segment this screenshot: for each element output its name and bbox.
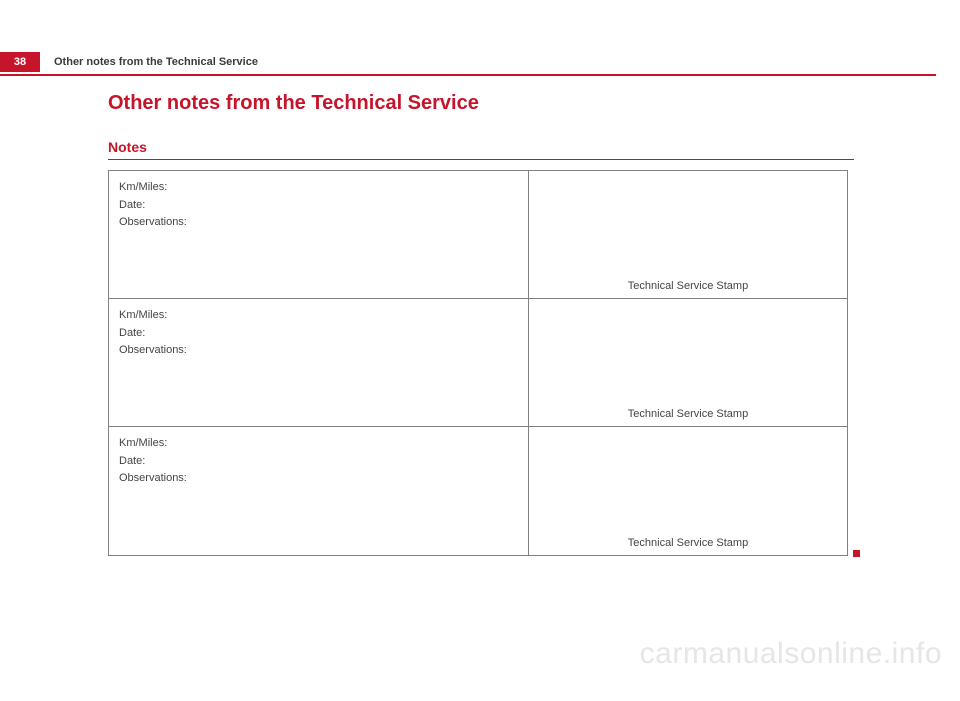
notes-table-wrapper: Km/Miles: Date: Observations: Technical …	[108, 170, 850, 556]
end-of-section-marker	[853, 550, 860, 557]
page-title: Other notes from the Technical Service	[108, 92, 850, 115]
km-miles-label: Km/Miles:	[119, 307, 518, 325]
watermark-text: carmanualsonline.info	[640, 637, 942, 671]
date-label: Date:	[119, 453, 518, 471]
page: 38 Other notes from the Technical Servic…	[0, 0, 960, 701]
header-rule	[0, 74, 936, 76]
stamp-label: Technical Service Stamp	[529, 280, 847, 292]
note-row: Km/Miles: Date: Observations: Technical …	[109, 171, 847, 299]
date-label: Date:	[119, 325, 518, 343]
observations-label: Observations:	[119, 342, 518, 360]
stamp-cell: Technical Service Stamp	[529, 427, 847, 555]
page-header: 38 Other notes from the Technical Servic…	[0, 52, 960, 72]
note-row: Km/Miles: Date: Observations: Technical …	[109, 299, 847, 427]
note-fields-cell: Km/Miles: Date: Observations:	[109, 299, 529, 426]
note-fields-cell: Km/Miles: Date: Observations:	[109, 427, 529, 555]
section-rule	[108, 159, 854, 160]
observations-label: Observations:	[119, 214, 518, 232]
km-miles-label: Km/Miles:	[119, 435, 518, 453]
running-title: Other notes from the Technical Service	[54, 56, 258, 68]
stamp-cell: Technical Service Stamp	[529, 299, 847, 426]
section-heading: Notes	[108, 139, 850, 155]
stamp-label: Technical Service Stamp	[529, 537, 847, 549]
km-miles-label: Km/Miles:	[119, 179, 518, 197]
stamp-label: Technical Service Stamp	[529, 408, 847, 420]
content-area: Other notes from the Technical Service N…	[108, 92, 850, 556]
date-label: Date:	[119, 197, 518, 215]
page-number: 38	[14, 56, 26, 68]
notes-table: Km/Miles: Date: Observations: Technical …	[108, 170, 848, 556]
note-fields-cell: Km/Miles: Date: Observations:	[109, 171, 529, 298]
note-row: Km/Miles: Date: Observations: Technical …	[109, 427, 847, 555]
observations-label: Observations:	[119, 470, 518, 488]
stamp-cell: Technical Service Stamp	[529, 171, 847, 298]
page-number-tab: 38	[0, 52, 40, 72]
